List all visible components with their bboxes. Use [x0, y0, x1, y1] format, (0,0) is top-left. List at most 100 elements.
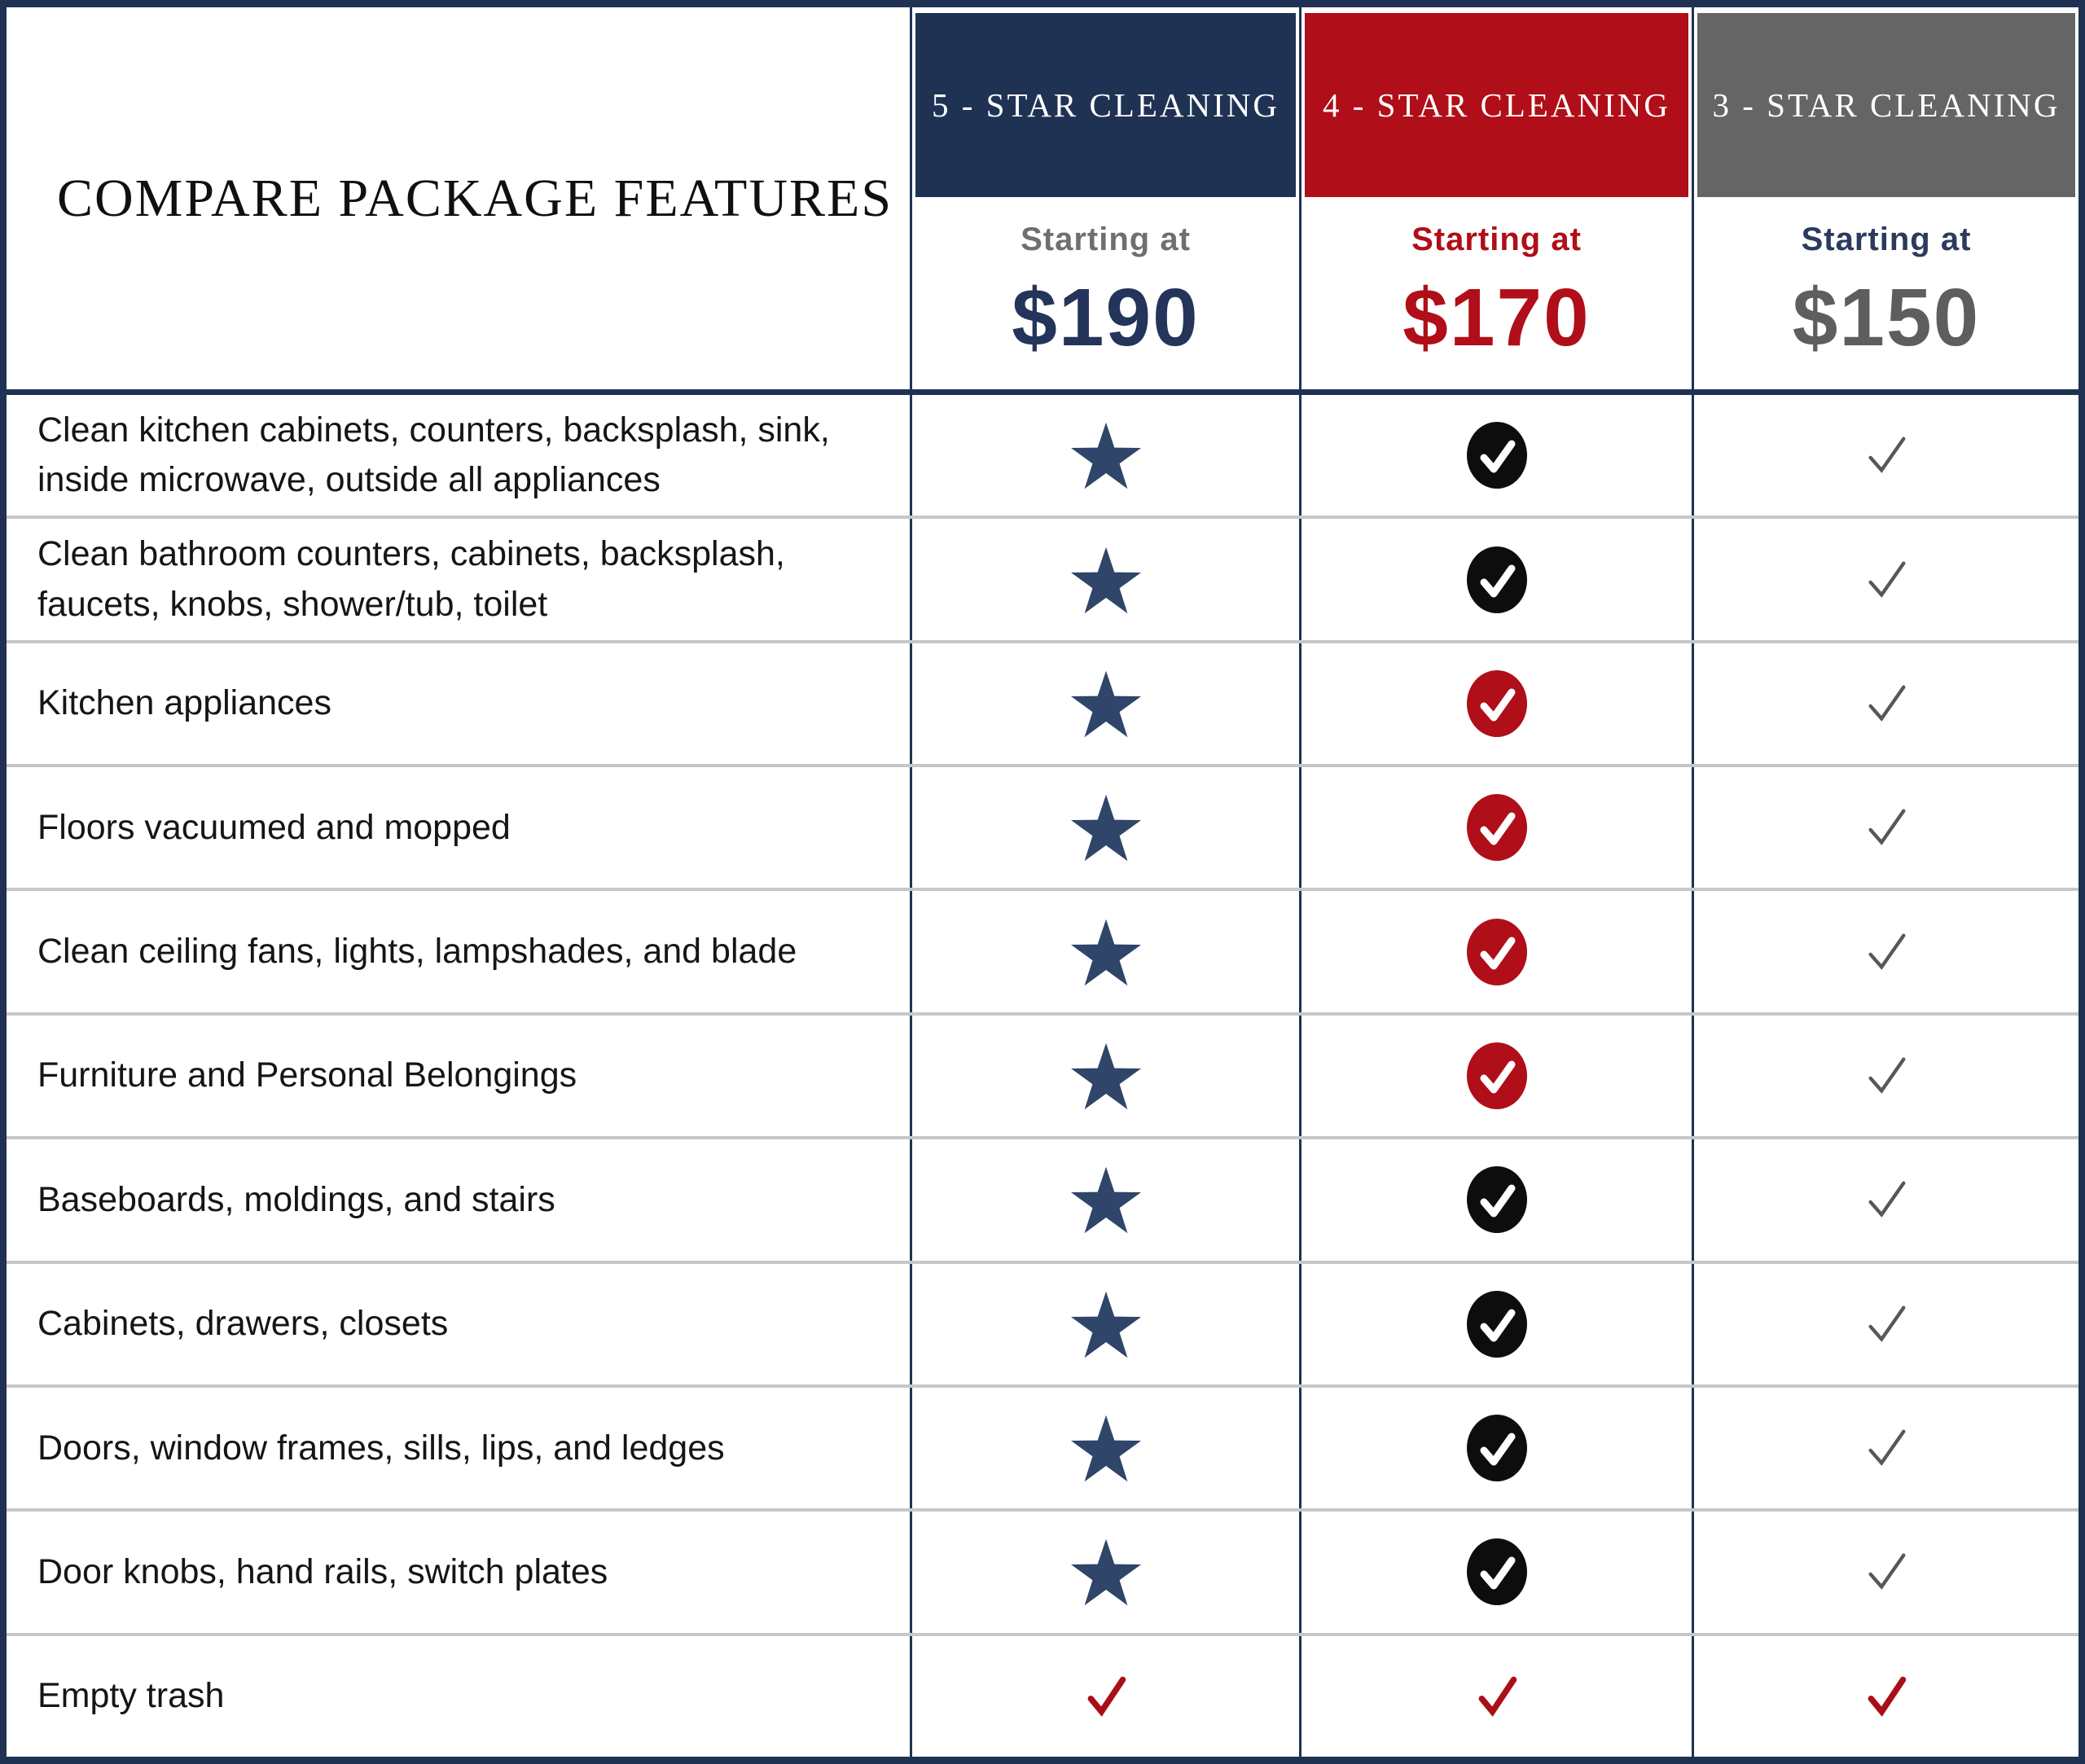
tier-3-star-cell: [1692, 1015, 2078, 1137]
starting-at-label: Starting at: [1411, 222, 1582, 257]
feature-label: Baseboards, moldings, and stairs: [37, 1179, 555, 1219]
starting-at-label: Starting at: [1801, 222, 1972, 257]
feature-label: Kitchen appliances: [37, 683, 331, 723]
check-icon: [1863, 1424, 1910, 1472]
feature-label: Clean bathroom counters, cabinets, backs…: [37, 534, 785, 624]
feature-label: Cabinets, drawers, closets: [37, 1304, 449, 1344]
check-circle-icon: [1466, 1165, 1528, 1234]
title-cell: COMPARE PACKAGE FEATURES: [7, 7, 910, 389]
check-icon: [1863, 1176, 1910, 1223]
table-row: Clean kitchen cabinets, counters, backsp…: [7, 395, 2078, 516]
star-icon: [1069, 792, 1143, 862]
package-name: 5 - STAR CLEANING: [932, 86, 1280, 124]
check-circle-icon: [1466, 793, 1528, 862]
tier-5-star-cell: [910, 891, 1299, 1012]
tier-5-star-cell: [910, 1635, 1299, 1757]
check-icon: [1083, 1674, 1129, 1719]
package-column-3-star: 3 - STAR CLEANING Starting at $150: [1692, 7, 2078, 389]
feature-label-cell: Clean kitchen cabinets, counters, backsp…: [7, 395, 910, 516]
price-value: $190: [1012, 272, 1200, 363]
table-row: Kitchen appliances: [7, 639, 2078, 765]
price-area-5-star: Starting at $190: [912, 197, 1299, 389]
check-icon: [1863, 556, 1910, 603]
tier-5-star-cell: [910, 395, 1299, 516]
tier-4-star-cell: [1299, 1139, 1692, 1261]
feature-label-cell: Door knobs, hand rails, switch plates: [7, 1512, 910, 1632]
check-icon: [1863, 804, 1910, 851]
package-column-5-star: 5 - STAR CLEANING Starting at $190: [910, 7, 1299, 389]
star-icon: [1069, 669, 1143, 739]
tier-4-star-cell: [1299, 1015, 1692, 1137]
page-title: COMPARE PACKAGE FEATURES: [57, 168, 893, 228]
check-icon: [1863, 1301, 1910, 1348]
table-row: Door knobs, hand rails, switch plates: [7, 1508, 2078, 1633]
table-row: Baseboards, moldings, and stairs: [7, 1136, 2078, 1261]
feature-label: Empty trash: [37, 1676, 225, 1716]
tier-5-star-cell: [910, 1015, 1299, 1137]
tier-4-star-cell: [1299, 519, 1692, 640]
tier-3-star-cell: [1692, 1635, 2078, 1757]
table-row: Clean ceiling fans, lights, lampshades, …: [7, 888, 2078, 1012]
tier-3-star-cell: [1692, 1512, 2078, 1633]
price-area-3-star: Starting at $150: [1694, 197, 2078, 389]
tier-5-star-cell: [910, 643, 1299, 765]
package-header-4-star: 4 - STAR CLEANING: [1305, 13, 1688, 197]
price-value: $170: [1402, 272, 1591, 363]
check-circle-icon: [1466, 546, 1528, 614]
tier-3-star-cell: [1692, 767, 2078, 889]
tier-3-star-cell: [1692, 891, 2078, 1012]
table-header: COMPARE PACKAGE FEATURES 5 - STAR CLEANI…: [7, 7, 2078, 395]
table-row: Cabinets, drawers, closets: [7, 1260, 2078, 1384]
table-row: Floors vacuumed and mopped: [7, 764, 2078, 889]
tier-4-star-cell: [1299, 1512, 1692, 1633]
check-icon: [1863, 1674, 1909, 1719]
check-circle-icon: [1466, 1042, 1528, 1110]
feature-label-cell: Clean bathroom counters, cabinets, backs…: [7, 519, 910, 639]
check-icon: [1863, 680, 1910, 727]
check-icon: [1863, 432, 1910, 479]
tier-3-star-cell: [1692, 643, 2078, 765]
check-circle-icon: [1466, 1538, 1528, 1606]
feature-label: Floors vacuumed and mopped: [37, 807, 511, 847]
feature-label-cell: Empty trash: [7, 1636, 910, 1757]
star-icon: [1069, 1413, 1143, 1483]
check-icon: [1863, 928, 1910, 976]
price-value: $150: [1792, 272, 1981, 363]
star-icon: [1069, 917, 1143, 987]
feature-label: Clean ceiling fans, lights, lampshades, …: [37, 932, 797, 972]
table-row: Clean bathroom counters, cabinets, backs…: [7, 516, 2078, 640]
tier-4-star-cell: [1299, 767, 1692, 889]
star-icon: [1069, 545, 1143, 615]
package-header-5-star: 5 - STAR CLEANING: [915, 13, 1296, 197]
tier-5-star-cell: [910, 1263, 1299, 1384]
package-name: 4 - STAR CLEANING: [1323, 86, 1670, 124]
feature-label-cell: Doors, window frames, sills, lips, and l…: [7, 1388, 910, 1508]
star-icon: [1069, 1165, 1143, 1235]
table-row: Doors, window frames, sills, lips, and l…: [7, 1384, 2078, 1509]
tier-3-star-cell: [1692, 1139, 2078, 1261]
feature-label-cell: Baseboards, moldings, and stairs: [7, 1139, 910, 1260]
starting-at-label: Starting at: [1021, 222, 1191, 257]
tier-3-star-cell: [1692, 395, 2078, 516]
package-name: 3 - STAR CLEANING: [1712, 86, 2061, 124]
check-icon: [1863, 1052, 1910, 1099]
star-icon: [1069, 420, 1143, 490]
star-icon: [1069, 1289, 1143, 1359]
check-circle-icon: [1466, 421, 1528, 489]
tier-4-star-cell: [1299, 1263, 1692, 1384]
feature-rows: Clean kitchen cabinets, counters, backsp…: [7, 395, 2078, 1757]
feature-label-cell: Kitchen appliances: [7, 643, 910, 764]
check-icon: [1863, 1548, 1910, 1595]
tier-3-star-cell: [1692, 519, 2078, 640]
check-circle-icon: [1466, 1414, 1528, 1482]
tier-3-star-cell: [1692, 1263, 2078, 1384]
tier-4-star-cell: [1299, 395, 1692, 516]
tier-4-star-cell: [1299, 643, 1692, 765]
star-icon: [1069, 1537, 1143, 1607]
tier-5-star-cell: [910, 1139, 1299, 1261]
check-icon: [1474, 1674, 1520, 1719]
tier-5-star-cell: [910, 1512, 1299, 1633]
package-column-4-star: 4 - STAR CLEANING Starting at $170: [1299, 7, 1692, 389]
tier-5-star-cell: [910, 767, 1299, 889]
price-area-4-star: Starting at $170: [1301, 197, 1692, 389]
